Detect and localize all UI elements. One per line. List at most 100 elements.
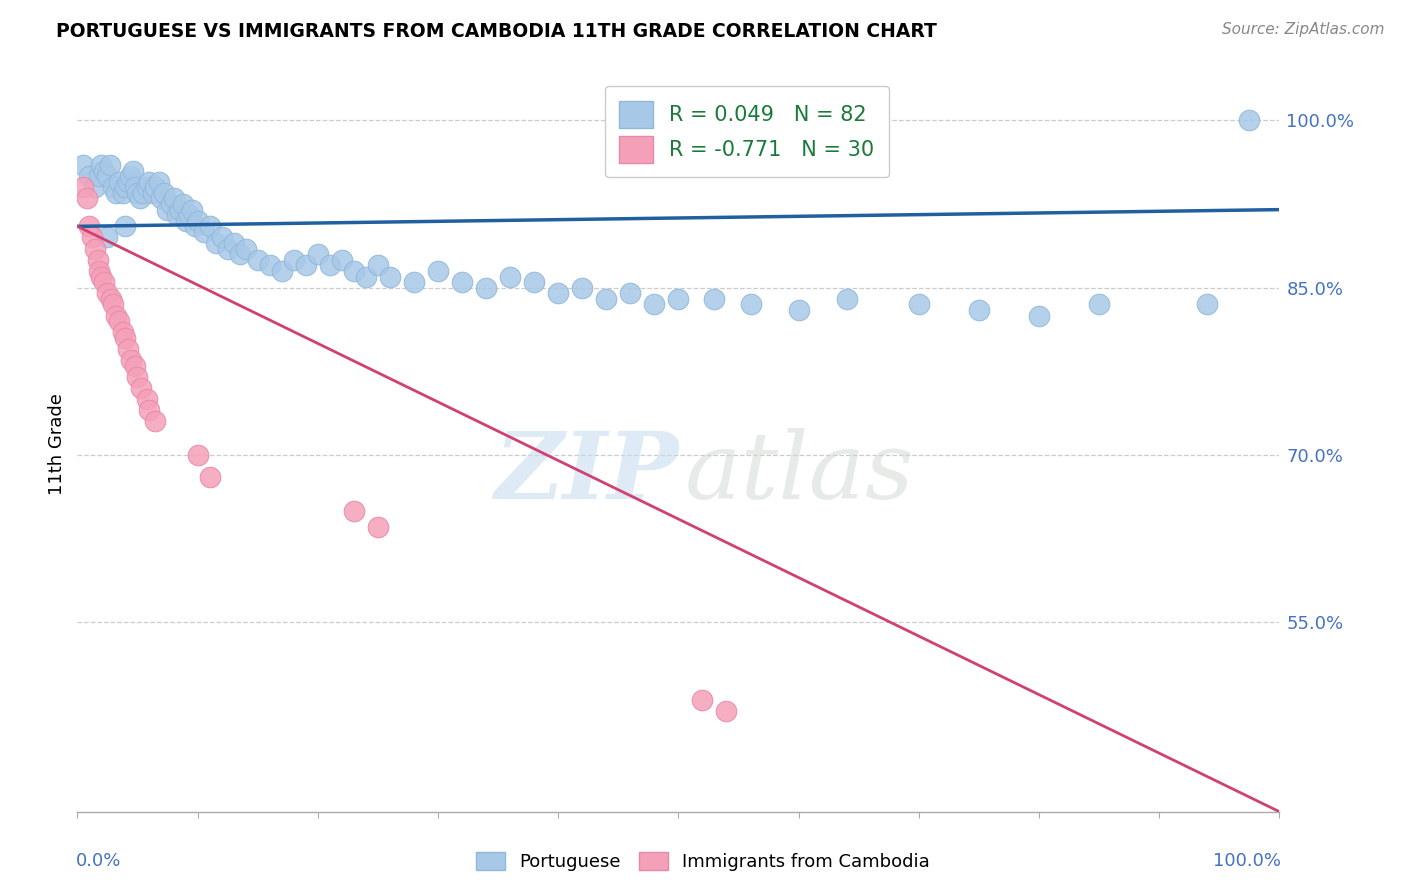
Point (79, 169, 101, 183)
Text: 0.0%: 0.0% (76, 852, 121, 871)
Point (1239, 113, 1261, 128)
Point (160, 197, 183, 211)
Point (90, 158, 112, 172)
Point (162, 191, 184, 205)
Point (193, 225, 215, 239)
Point (174, 213, 197, 227)
Point (402, 275, 425, 289)
Point (367, 258, 389, 272)
Point (124, 359, 146, 373)
Point (692, 693, 714, 707)
Point (166, 208, 188, 222)
Point (307, 247, 329, 261)
Point (108, 175, 131, 189)
Point (103, 297, 125, 311)
Point (740, 297, 762, 311)
Point (475, 281, 498, 295)
Point (90, 269, 112, 284)
Point (294, 258, 316, 272)
Y-axis label: 11th Grade: 11th Grade (48, 392, 66, 495)
Point (127, 186, 149, 200)
Point (136, 180, 159, 194)
Point (121, 163, 143, 178)
Point (571, 281, 593, 295)
Text: ZIP: ZIP (494, 428, 679, 518)
Point (100, 292, 122, 306)
Point (127, 369, 149, 384)
Point (156, 202, 179, 217)
Point (72, 180, 94, 194)
Point (967, 303, 990, 318)
Point (668, 292, 690, 306)
Point (319, 258, 342, 272)
Point (547, 286, 569, 301)
Point (114, 219, 136, 234)
Point (835, 292, 858, 306)
Point (117, 342, 139, 356)
Point (235, 242, 257, 256)
Point (114, 331, 136, 345)
Point (145, 414, 167, 428)
Point (145, 180, 167, 194)
Point (270, 264, 292, 278)
Point (246, 252, 269, 267)
Point (427, 264, 450, 278)
Point (104, 309, 127, 323)
Legend: Portuguese, Immigrants from Cambodia: Portuguese, Immigrants from Cambodia (468, 845, 938, 879)
Point (186, 213, 209, 227)
Point (716, 705, 738, 719)
Point (80, 230, 103, 244)
Point (72, 158, 94, 172)
Point (908, 297, 931, 311)
Point (186, 448, 209, 462)
Point (595, 292, 617, 306)
Point (1028, 309, 1050, 323)
Point (148, 175, 170, 189)
Point (104, 186, 127, 200)
Legend: R = 0.049   N = 82, R = -0.771   N = 30: R = 0.049 N = 82, R = -0.771 N = 30 (605, 87, 889, 178)
Point (87, 252, 110, 267)
Point (343, 503, 366, 517)
Point (120, 169, 142, 183)
Point (198, 219, 221, 234)
Point (87, 169, 110, 183)
Point (124, 180, 146, 194)
Point (96, 286, 118, 301)
Point (499, 269, 522, 284)
Point (96, 230, 118, 244)
Point (114, 180, 136, 194)
Point (98, 158, 121, 172)
Point (330, 252, 353, 267)
Text: atlas: atlas (685, 428, 914, 518)
Point (222, 235, 245, 250)
Point (129, 381, 152, 395)
Point (172, 197, 194, 211)
Point (138, 403, 160, 417)
Point (180, 202, 202, 217)
Text: 100.0%: 100.0% (1212, 852, 1281, 871)
Point (523, 275, 546, 289)
Point (153, 186, 176, 200)
Point (179, 208, 201, 222)
Point (150, 191, 173, 205)
Point (204, 235, 226, 250)
Point (84, 180, 107, 194)
Point (378, 269, 401, 284)
Point (111, 325, 134, 339)
Point (128, 191, 150, 205)
Point (367, 520, 389, 534)
Point (142, 186, 165, 200)
Point (354, 269, 377, 284)
Point (96, 169, 118, 183)
Point (84, 242, 107, 256)
Point (120, 353, 142, 368)
Point (111, 186, 134, 200)
Point (117, 175, 139, 189)
Point (211, 230, 233, 244)
Point (108, 314, 131, 328)
Point (451, 275, 474, 289)
Point (228, 247, 250, 261)
Point (643, 297, 665, 311)
Point (1197, 297, 1219, 311)
Point (184, 219, 207, 234)
